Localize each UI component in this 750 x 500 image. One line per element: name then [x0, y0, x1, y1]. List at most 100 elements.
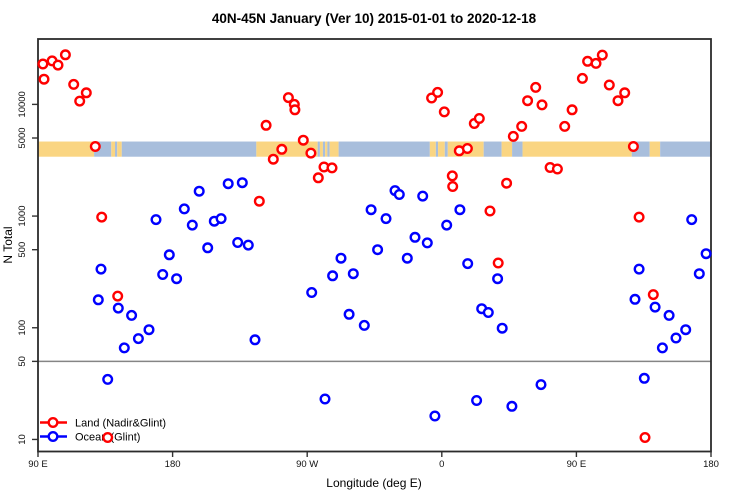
- band-segment-land: [501, 141, 513, 157]
- legend-marker-ocean-icon: [47, 431, 59, 443]
- band-segment-land: [38, 141, 95, 157]
- data-point-ocean: [92, 294, 104, 306]
- data-point-land: [253, 195, 265, 207]
- data-point-ocean: [365, 204, 377, 216]
- data-point-ocean: [249, 334, 261, 346]
- data-points: [37, 49, 712, 444]
- data-point-ocean: [143, 324, 155, 336]
- data-point-land: [38, 73, 50, 85]
- data-point-land: [297, 134, 309, 146]
- data-point-land: [447, 180, 459, 192]
- data-point-ocean: [150, 214, 162, 226]
- band-segment-ocean: [512, 141, 523, 157]
- y-tick-label: 100: [17, 320, 28, 336]
- data-point-ocean: [327, 270, 339, 282]
- band-segment-ocean: [435, 141, 439, 157]
- data-point-land: [647, 289, 659, 301]
- data-point-ocean: [236, 177, 248, 189]
- data-point-land: [536, 99, 548, 111]
- data-point-land: [576, 72, 588, 84]
- data-point-land: [639, 432, 651, 444]
- legend-label-land: Land (Nadir&Glint): [75, 418, 166, 430]
- x-axis-label: Longitude (deg E): [326, 476, 421, 490]
- data-point-ocean: [232, 236, 244, 248]
- data-point-ocean: [157, 269, 169, 281]
- x-tick-label: 90 E: [567, 459, 587, 470]
- data-point-land: [559, 120, 571, 132]
- data-point-ocean: [118, 342, 130, 354]
- data-point-land: [446, 170, 458, 182]
- data-point-land: [516, 120, 528, 132]
- data-point-ocean: [112, 302, 124, 314]
- data-point-ocean: [358, 319, 370, 331]
- band-segment-ocean: [121, 141, 257, 157]
- data-point-land: [590, 57, 602, 69]
- band-segment-land: [438, 141, 445, 157]
- data-point-ocean: [421, 237, 433, 249]
- y-tick-label: 5000: [17, 127, 28, 148]
- data-point-ocean: [454, 204, 466, 216]
- data-point-ocean: [171, 273, 183, 285]
- data-point-land: [289, 104, 301, 116]
- data-point-land: [507, 130, 519, 142]
- map-band: [38, 141, 711, 157]
- data-point-ocean: [372, 244, 384, 256]
- y-axis-label: N Total: [1, 226, 15, 263]
- band-segment-land: [429, 141, 436, 157]
- band-segment-ocean: [483, 141, 502, 157]
- data-point-ocean: [132, 333, 144, 345]
- data-point-ocean: [409, 231, 421, 243]
- data-point-ocean: [417, 190, 429, 202]
- data-point-ocean: [506, 400, 518, 412]
- data-point-land: [37, 58, 49, 70]
- data-point-ocean: [202, 242, 214, 254]
- data-point-ocean: [656, 342, 668, 354]
- band-segment-ocean: [317, 141, 320, 157]
- data-point-land: [74, 95, 86, 107]
- data-point-ocean: [680, 324, 692, 336]
- band-segment-land: [111, 141, 116, 157]
- data-point-ocean: [649, 301, 661, 313]
- data-point-land: [112, 290, 124, 302]
- data-point-land: [484, 205, 496, 217]
- data-point-ocean: [306, 287, 318, 299]
- data-point-ocean: [222, 178, 234, 190]
- data-point-land: [619, 87, 631, 99]
- data-point-ocean: [686, 214, 698, 226]
- band-segment-ocean: [322, 141, 326, 157]
- data-point-land: [627, 140, 639, 152]
- data-point-land: [52, 59, 64, 71]
- x-tick-label: 180: [703, 459, 719, 470]
- data-point-land: [282, 92, 294, 104]
- data-point-land: [461, 142, 473, 154]
- data-point-ocean: [163, 249, 175, 261]
- data-point-ocean: [700, 248, 712, 260]
- band-segment-land: [325, 141, 328, 157]
- band-segment-land: [319, 141, 323, 157]
- chart-title: 40N-45N January (Ver 10) 2015-01-01 to 2…: [212, 11, 537, 26]
- data-point-ocean: [343, 308, 355, 320]
- band-segment-ocean: [444, 141, 448, 157]
- data-point-ocean: [347, 268, 359, 280]
- legend-marker-land-icon: [47, 417, 59, 429]
- data-point-land: [603, 79, 615, 91]
- data-point-land: [501, 177, 513, 189]
- data-point-ocean: [380, 213, 392, 225]
- data-point-ocean: [242, 239, 254, 251]
- data-point-ocean: [441, 219, 453, 231]
- data-point-land: [68, 78, 80, 90]
- data-point-land: [530, 81, 542, 93]
- data-point-ocean: [496, 322, 508, 334]
- data-point-land: [326, 162, 338, 174]
- data-point-ocean: [193, 185, 205, 197]
- data-point-land: [260, 119, 272, 131]
- data-point-ocean: [535, 379, 547, 391]
- band-segment-ocean: [660, 141, 711, 157]
- data-point-ocean: [178, 203, 190, 215]
- data-point-ocean: [215, 213, 227, 225]
- x-tick-label: 180: [165, 459, 181, 470]
- data-point-land: [473, 112, 485, 124]
- data-point-ocean: [319, 393, 331, 405]
